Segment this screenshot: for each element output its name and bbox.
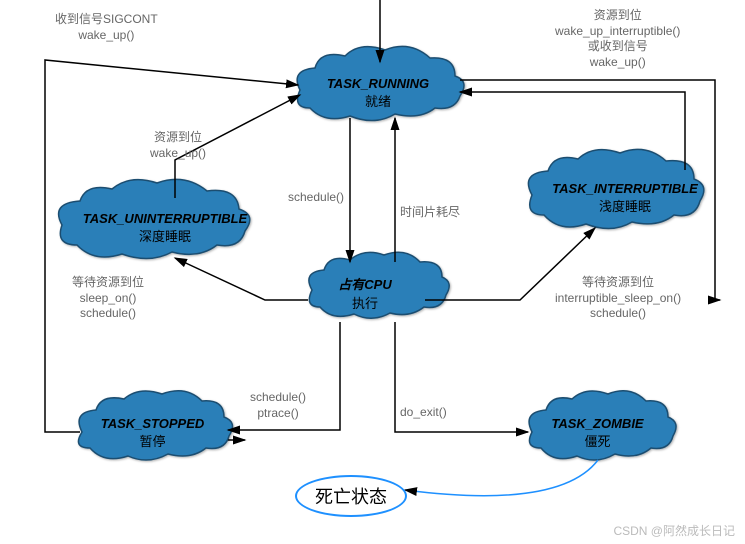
node-death-label: 死亡状态 [315,487,387,507]
node-zombie-sub: 僵死 [584,431,610,450]
label-wakeup-left: 资源到位wake_up() [150,130,206,161]
label-wakeup-right: 资源到位wake_up_interruptible()或收到信号wake_up(… [555,8,680,70]
node-uninterruptible-title: TASK_UNINTERRUPTIBLE [83,211,247,226]
node-zombie: TASK_ZOMBIE 僵死 [530,408,665,458]
label-sigcont: 收到信号SIGCONTwake_up() [55,12,158,43]
node-cpu-sub: 执行 [352,293,378,312]
node-cpu: 占有CPU 执行 [310,265,420,320]
label-sleep-left: 等待资源到位sleep_on()schedule() [72,275,144,322]
node-uninterruptible: TASK_UNINTERRUPTIBLE 深度睡眠 [60,200,270,255]
node-uninterruptible-sub: 深度睡眠 [139,226,191,245]
node-stopped-title: TASK_STOPPED [101,416,205,431]
label-doexit: do_exit() [400,405,447,421]
node-cpu-title: 占有CPU [338,274,391,293]
node-zombie-title: TASK_ZOMBIE [551,416,643,431]
label-sleep-right: 等待资源到位interruptible_sleep_on()schedule() [555,275,681,322]
node-interruptible-sub: 浅度睡眠 [599,196,651,215]
label-timeslice: 时间片耗尽 [400,205,460,221]
node-stopped: TASK_STOPPED 暂停 [80,408,225,458]
label-schedule-mid: schedule() [288,190,344,206]
node-interruptible-title: TASK_INTERRUPTIBLE [552,181,698,196]
label-ptrace: schedule()ptrace() [250,390,306,421]
node-death: 死亡状态 [295,475,407,517]
node-running-title: TASK_RUNNING [327,76,429,91]
node-running-sub: 就绪 [365,91,391,110]
node-stopped-sub: 暂停 [139,431,165,450]
watermark: CSDN @阿然成长日记 [613,522,735,539]
node-interruptible: TASK_INTERRUPTIBLE 浅度睡眠 [530,170,720,225]
node-running: TASK_RUNNING 就绪 [298,68,458,118]
